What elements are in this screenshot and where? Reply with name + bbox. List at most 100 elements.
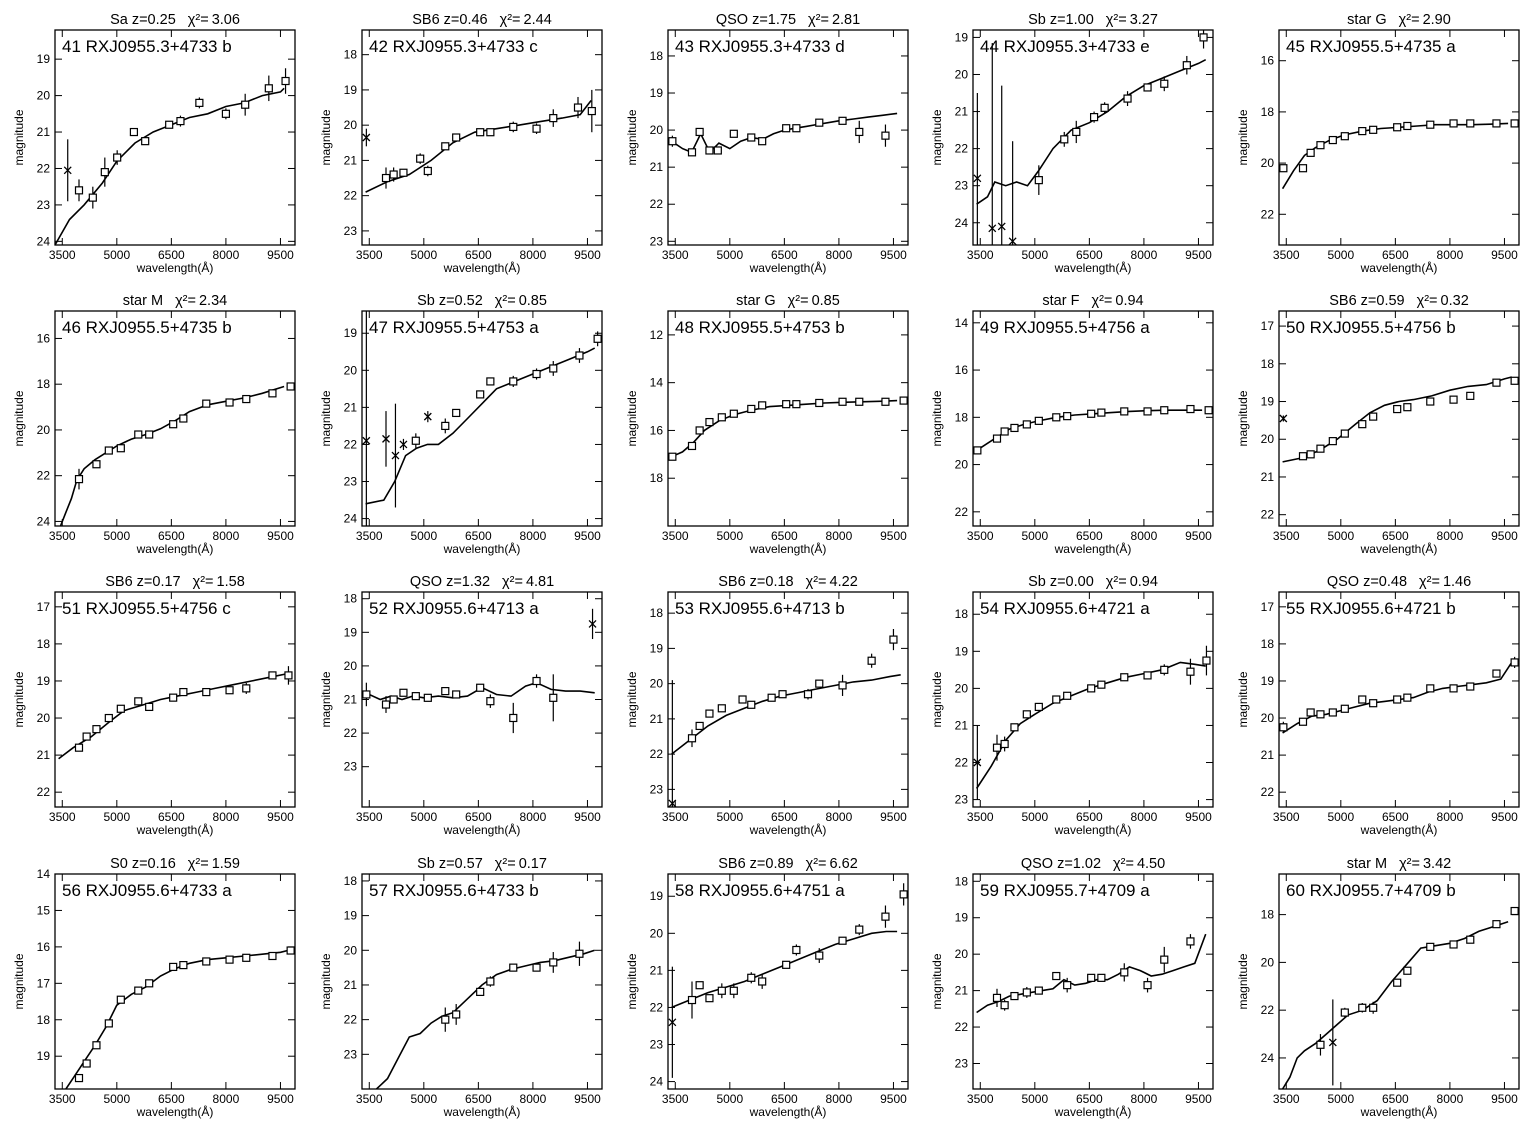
data-point-square xyxy=(668,452,677,461)
x-tick-label: 3500 xyxy=(662,810,689,824)
data-point-square xyxy=(1466,935,1475,944)
x-axis-label: wavelength(Å) xyxy=(1054,260,1132,275)
x-tick-label: 3500 xyxy=(662,1092,689,1106)
data-point-cross xyxy=(362,436,371,445)
data-point-square xyxy=(284,671,293,680)
y-axis-label: magnitude xyxy=(319,109,333,165)
y-tick-label: 21 xyxy=(37,748,51,762)
model-fit-line xyxy=(58,672,288,760)
data-point-square xyxy=(815,951,824,960)
data-point-square xyxy=(1449,395,1458,404)
data-point-square xyxy=(1097,408,1106,417)
data-point-square xyxy=(1204,406,1213,415)
data-point-square xyxy=(573,103,583,112)
data-point-square xyxy=(74,1073,84,1083)
x-tick-label: 5000 xyxy=(410,810,437,824)
model-fit-line xyxy=(59,385,285,526)
y-tick-label: 21 xyxy=(344,693,358,707)
x-tick-label: 8000 xyxy=(520,810,547,824)
model-fit-line xyxy=(65,949,288,1089)
x-tick-label: 3500 xyxy=(1273,248,1300,262)
y-tick-label: 21 xyxy=(955,105,969,119)
x-tick-label: 3500 xyxy=(356,529,383,543)
plot-frame xyxy=(667,591,909,808)
data-point-square xyxy=(899,890,908,899)
chart-chi2-value: 1.46 xyxy=(1443,574,1471,590)
data-point-square xyxy=(1097,973,1106,982)
chi-symbol: χ²= xyxy=(188,856,209,872)
y-tick-label: 21 xyxy=(650,160,664,174)
data-point-square xyxy=(399,168,408,177)
y-tick-label: 18 xyxy=(37,1013,51,1027)
x-tick-label: 6500 xyxy=(1382,1092,1409,1106)
chart-chi2-value: 2.90 xyxy=(1423,12,1451,28)
x-tick-label: 9500 xyxy=(1491,248,1518,262)
x-tick-label: 9500 xyxy=(267,529,294,543)
data-point-square xyxy=(88,193,97,202)
chart-panel-14: Sb z=0.00 χ²= 0.94 54 RXJ0955.6+4721 a 3500 5… xyxy=(930,574,1214,837)
y-tick-label: 12 xyxy=(650,328,664,342)
x-axis-label: wavelength(Å) xyxy=(749,541,827,556)
y-tick-label: 20 xyxy=(650,677,664,691)
x-axis-label: wavelength(Å) xyxy=(1360,822,1438,837)
chart-title: SB6 z=0.59 χ²= 0.32 xyxy=(1329,293,1469,309)
data-point-square xyxy=(1426,942,1435,951)
object-label: 45 RXJ0955.5+4735 a xyxy=(1286,37,1456,56)
x-tick-label: 5000 xyxy=(410,529,437,543)
data-point-cross xyxy=(588,619,597,628)
data-point-square xyxy=(1034,986,1043,995)
data-point-square xyxy=(1466,682,1475,691)
data-point-square xyxy=(169,962,178,972)
plot-frame xyxy=(54,591,296,808)
data-point-square xyxy=(792,945,801,955)
chart-title: Sb z=0.52 χ²= 0.85 xyxy=(417,293,547,309)
x-tick-label: 6500 xyxy=(465,810,492,824)
x-tick-label: 9500 xyxy=(1185,810,1212,824)
data-point-square xyxy=(1143,981,1152,990)
data-point-square xyxy=(881,912,890,921)
chart-panel-9: star F χ²= 0.94 49 RXJ0955.5+4756 a 3500 5000… xyxy=(930,293,1214,556)
y-tick-label: 22 xyxy=(37,785,51,799)
plot-interior xyxy=(1281,906,1519,1089)
data-point-square xyxy=(202,399,211,408)
data-point-square xyxy=(1306,450,1315,459)
plot-interior xyxy=(65,946,295,1089)
x-tick-label: 8000 xyxy=(826,529,853,543)
data-point-square xyxy=(104,446,113,455)
chart-chi2-value: 0.85 xyxy=(812,293,840,309)
data-point-square xyxy=(1393,978,1402,987)
object-label: 49 RXJ0955.5+4756 a xyxy=(980,318,1150,337)
data-point-square xyxy=(549,958,558,967)
data-point-square xyxy=(1160,406,1169,415)
y-axis-label: magnitude xyxy=(930,671,944,727)
chart-title: star M χ²= 3.42 xyxy=(1347,856,1451,872)
y-tick-label: 14 xyxy=(650,376,664,390)
data-point-square xyxy=(202,687,211,697)
y-tick-label: 18 xyxy=(37,637,51,651)
model-fit-line xyxy=(1282,376,1512,463)
data-point-square xyxy=(104,1019,113,1028)
y-tick-label: 23 xyxy=(650,234,664,248)
y-tick-label: 22 xyxy=(344,1013,358,1027)
data-point-square xyxy=(452,690,461,699)
chart-chi2-value: 1.58 xyxy=(217,574,245,590)
x-tick-label: 9500 xyxy=(880,1092,907,1106)
chart-title-type: SB6 z=0.18 xyxy=(718,574,793,590)
y-tick-label: 18 xyxy=(1261,105,1275,119)
x-tick-label: 5000 xyxy=(103,529,130,543)
x-tick-label: 8000 xyxy=(213,810,240,824)
object-label: 55 RXJ0955.6+4721 b xyxy=(1286,599,1456,618)
x-tick-label: 3500 xyxy=(662,529,689,543)
data-point-square xyxy=(452,133,461,142)
chart-title: QSO z=1.32 χ²= 4.81 xyxy=(410,574,554,590)
data-point-square xyxy=(1022,420,1031,429)
data-point-cross xyxy=(668,799,677,807)
y-axis-label: magnitude xyxy=(12,953,26,1009)
y-tick-label: 20 xyxy=(1261,955,1275,969)
data-point-square xyxy=(381,173,391,183)
plot-frame xyxy=(1278,873,1520,1090)
chart-title: QSO z=1.02 χ²= 4.50 xyxy=(1021,856,1165,872)
data-point-square xyxy=(705,994,714,1003)
x-tick-label: 5000 xyxy=(1327,1092,1354,1106)
